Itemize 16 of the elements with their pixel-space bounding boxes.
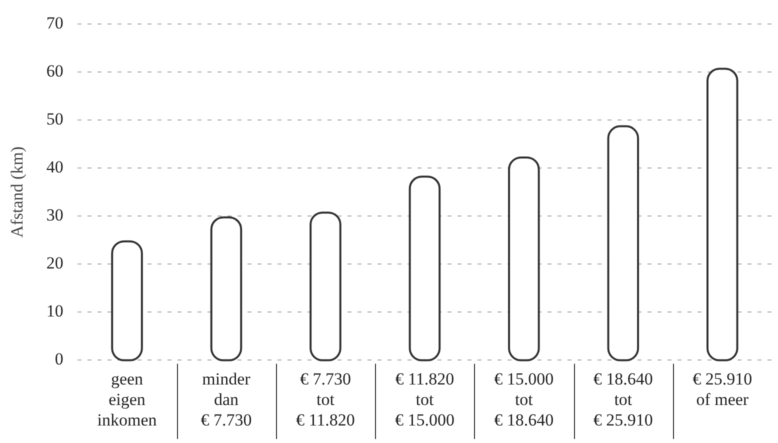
y-tick-label: 10: [46, 301, 64, 320]
x-tick-label: geen eigen inkomen: [97, 369, 158, 430]
x-tick-label: minder dan € 7.730: [200, 369, 252, 430]
y-tick-label: 40: [46, 157, 64, 176]
x-tick-label: € 15.000 tot € 18.640: [494, 369, 554, 430]
y-tick-label: 30: [46, 205, 64, 224]
y-tick-label: 70: [46, 14, 64, 33]
y-tick-label: 0: [54, 349, 64, 368]
x-tick-label: € 25.910 of meer: [692, 369, 752, 409]
x-tick-label: € 7.730 tot € 11.820: [296, 369, 355, 430]
y-tick-label: 20: [46, 253, 64, 272]
y-tick-label: 50: [46, 110, 64, 129]
x-tick-label: € 18.640 tot € 25.910: [593, 369, 653, 430]
y-tick-label: 60: [46, 62, 64, 81]
x-tick-label: € 11.820 tot € 15.000: [394, 369, 454, 430]
y-axis-title: Afstand (km): [8, 146, 27, 238]
